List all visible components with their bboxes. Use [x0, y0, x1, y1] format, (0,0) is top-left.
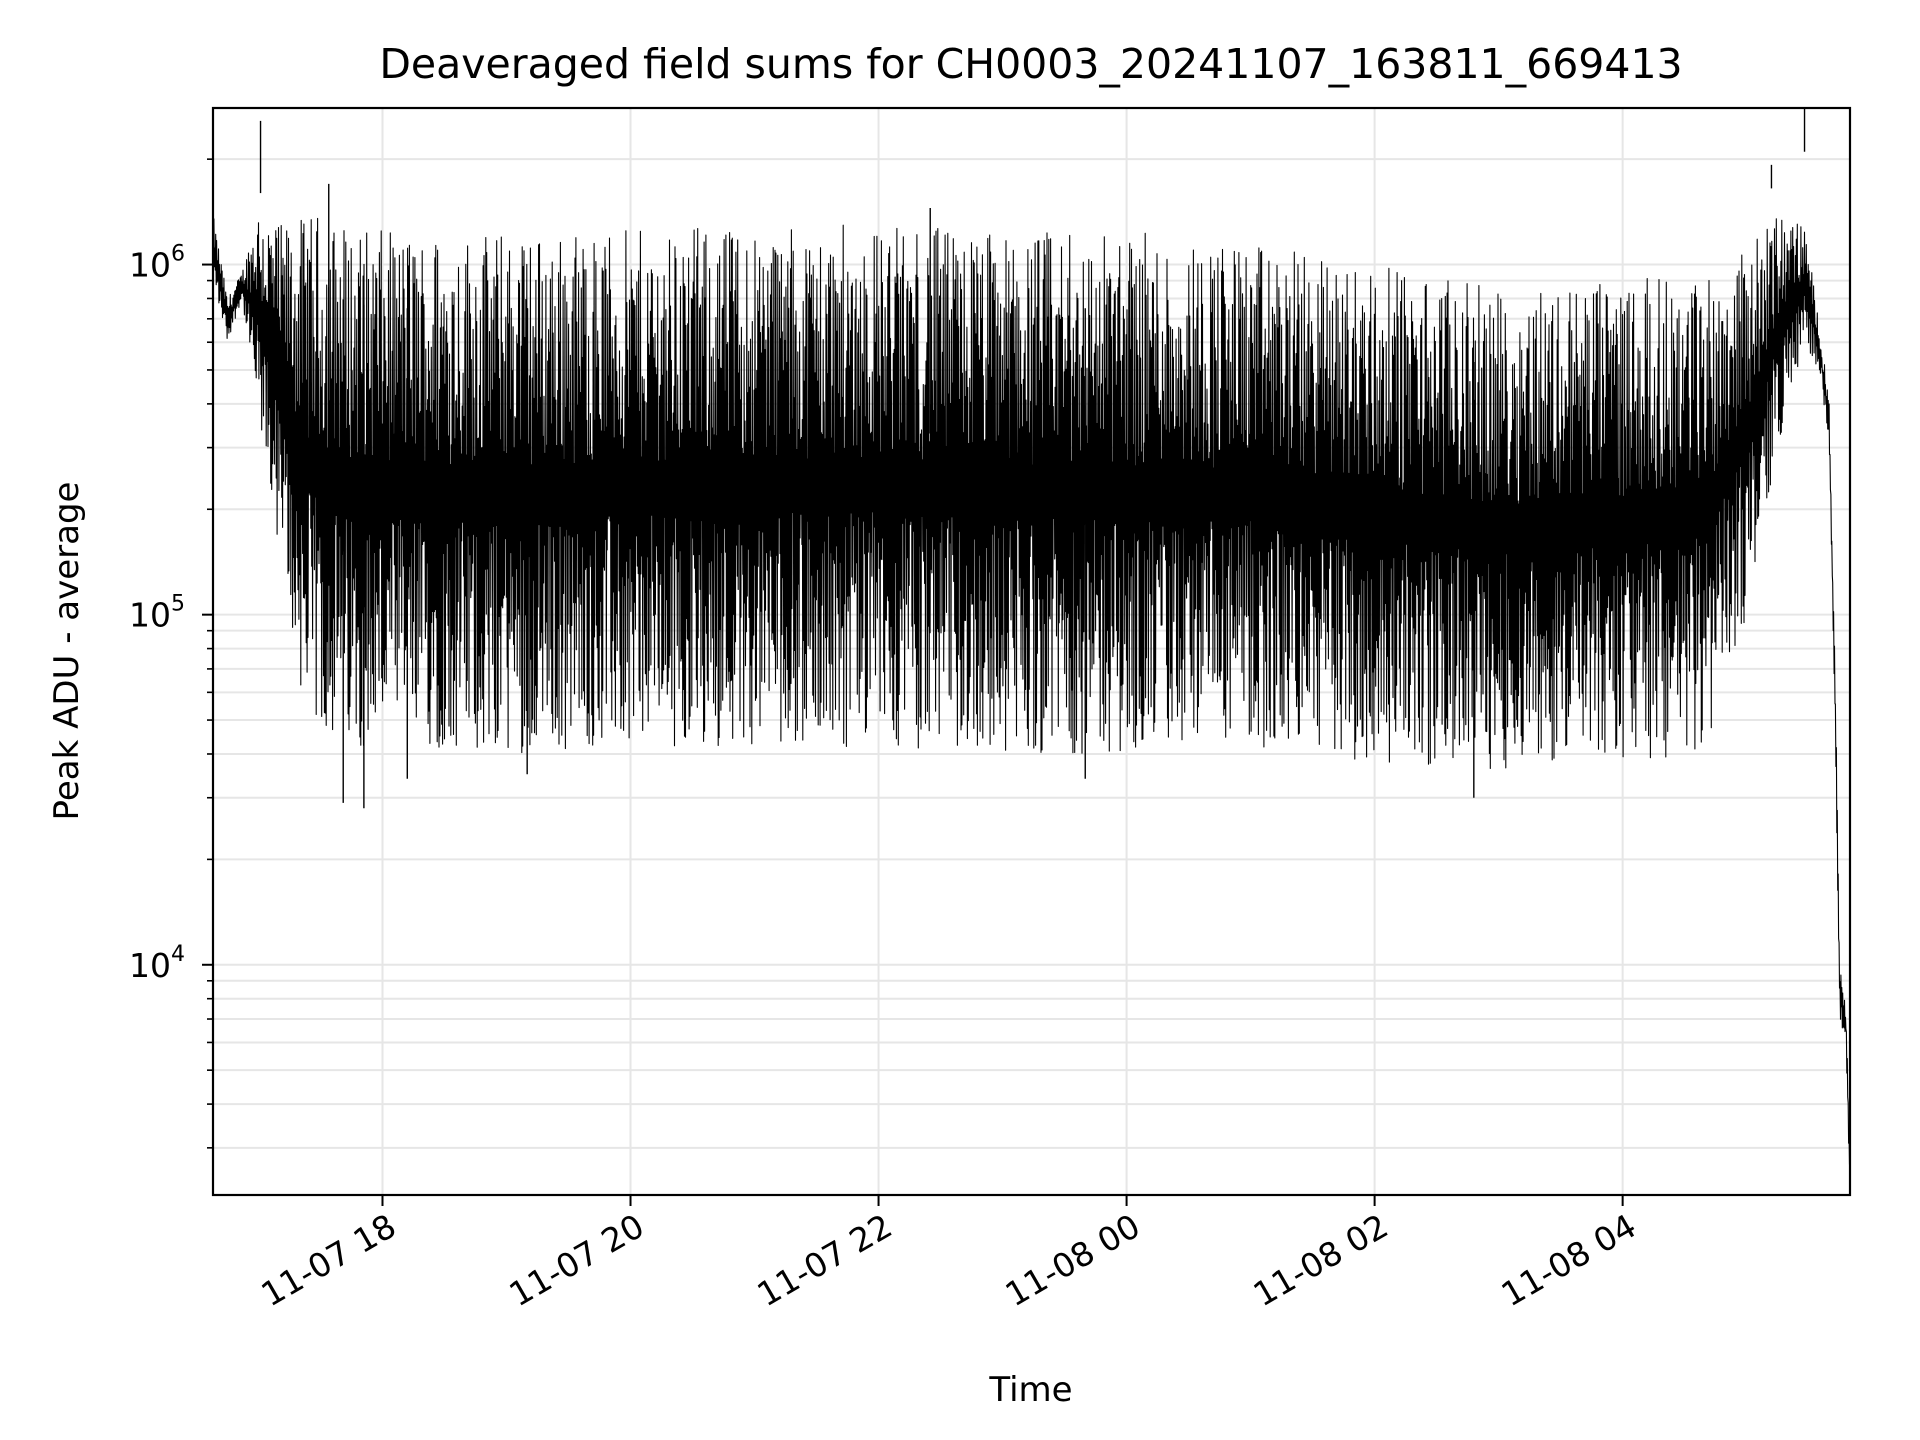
x-tick-label: 11-08 04 [1495, 1206, 1643, 1314]
plot-area [213, 108, 1850, 1166]
x-tick-label: 11-08 00 [999, 1206, 1147, 1314]
x-tick-label: 11-07 20 [503, 1206, 651, 1314]
y-tick-label: 104 [129, 942, 185, 985]
y-tick-label: 106 [129, 242, 185, 285]
data-layer [213, 108, 1850, 1166]
series-line [213, 217, 1850, 1166]
x-tick-label: 11-08 02 [1247, 1206, 1395, 1314]
y-axis-ticks: 104 105 106 [129, 158, 213, 1149]
x-axis-label: Time [988, 1370, 1072, 1410]
y-axis-label: Peak ADU - average [47, 482, 87, 821]
chart-title: Deaveraged field sums for CH0003_2024110… [379, 40, 1682, 88]
x-tick-label: 11-07 18 [254, 1206, 402, 1314]
x-tick-label: 11-07 22 [751, 1206, 899, 1314]
plot-frame [211, 106, 1852, 1197]
y-tick-label: 105 [129, 592, 185, 635]
x-axis-ticks: 11-07 18 11-07 20 11-07 22 11-08 00 11-08 02… [254, 1195, 1643, 1314]
